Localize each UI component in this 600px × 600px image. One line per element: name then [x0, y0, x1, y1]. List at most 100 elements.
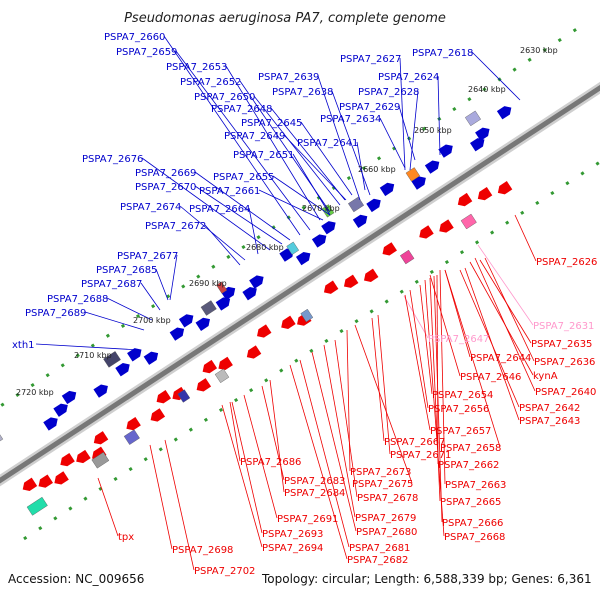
forward-gene-arrow[interactable]: [438, 144, 453, 158]
forward-gene-label[interactable]: PSPA7_2649: [224, 131, 285, 142]
reverse-gene-label[interactable]: PSPA7_2635: [531, 339, 592, 350]
feature-block[interactable]: [200, 300, 217, 316]
forward-gene-arrow[interactable]: [379, 182, 395, 197]
reverse-gene-label[interactable]: PSPA7_2663: [445, 480, 506, 491]
feature-block[interactable]: [300, 308, 314, 323]
forward-gene-arrow[interactable]: [475, 127, 490, 141]
reverse-gene-label[interactable]: PSPA7_2656: [428, 404, 489, 415]
reverse-gene-label[interactable]: PSPA7_2631: [533, 321, 594, 332]
forward-gene-label[interactable]: PSPA7_2629: [339, 102, 400, 113]
forward-gene-arrow[interactable]: [242, 287, 257, 301]
forward-gene-label[interactable]: PSPA7_2652: [180, 77, 241, 88]
forward-gene-arrow[interactable]: [61, 390, 77, 405]
feature-block[interactable]: [464, 110, 482, 127]
feature-block[interactable]: [91, 451, 110, 469]
reverse-gene-label[interactable]: PSPA7_2666: [442, 518, 503, 529]
feature-block[interactable]: [286, 241, 300, 255]
forward-gene-label[interactable]: PSPA7_2650: [194, 92, 255, 103]
reverse-gene-label[interactable]: PSPA7_2643: [519, 416, 580, 427]
forward-gene-arrow[interactable]: [352, 214, 368, 229]
reverse-gene-label[interactable]: PSPA7_2691: [277, 514, 338, 525]
reverse-gene-label[interactable]: kynA: [533, 371, 558, 382]
forward-gene-arrow[interactable]: [93, 384, 108, 398]
reverse-gene-arrow[interactable]: [363, 268, 379, 282]
forward-gene-label[interactable]: PSPA7_2669: [135, 168, 196, 179]
reverse-gene-arrow[interactable]: [457, 192, 473, 207]
reverse-gene-label[interactable]: PSPA7_2626: [536, 257, 597, 268]
reverse-gene-arrow[interactable]: [382, 242, 397, 256]
feature-block[interactable]: [399, 249, 415, 265]
reverse-gene-arrow[interactable]: [419, 225, 434, 239]
reverse-gene-label[interactable]: PSPA7_2640: [535, 387, 596, 398]
reverse-gene-label[interactable]: PSPA7_2644: [470, 353, 531, 364]
reverse-gene-arrow[interactable]: [281, 315, 296, 329]
forward-gene-label[interactable]: PSPA7_2688: [47, 294, 108, 305]
forward-gene-label[interactable]: PSPA7_2624: [378, 72, 439, 83]
reverse-gene-arrow[interactable]: [202, 359, 218, 374]
feature-block[interactable]: [216, 281, 228, 294]
reverse-gene-label[interactable]: PSPA7_2678: [357, 493, 418, 504]
forward-gene-arrow[interactable]: [424, 160, 440, 174]
reverse-gene-arrow[interactable]: [126, 416, 141, 431]
reverse-gene-arrow[interactable]: [196, 378, 212, 392]
reverse-gene-label[interactable]: PSPA7_2636: [534, 357, 595, 368]
reverse-gene-label[interactable]: PSPA7_2667: [384, 437, 445, 448]
forward-gene-label[interactable]: PSPA7_2664: [189, 204, 250, 215]
forward-gene-label[interactable]: PSPA7_2674: [120, 202, 181, 213]
reverse-gene-arrow[interactable]: [76, 449, 91, 464]
forward-gene-label[interactable]: PSPA7_2659: [116, 47, 177, 58]
feature-block[interactable]: [347, 196, 365, 213]
forward-gene-label[interactable]: PSPA7_2689: [25, 308, 86, 319]
reverse-gene-label[interactable]: PSPA7_2684: [284, 488, 345, 499]
forward-gene-label[interactable]: PSPA7_2651: [233, 150, 294, 161]
reverse-gene-arrow[interactable]: [93, 431, 109, 445]
reverse-gene-label[interactable]: PSPA7_2654: [432, 390, 493, 401]
forward-gene-label[interactable]: PSPA7_2645: [241, 118, 302, 129]
forward-gene-arrow[interactable]: [53, 403, 68, 417]
reverse-gene-label[interactable]: PSPA7_2642: [519, 403, 580, 414]
forward-gene-arrow[interactable]: [469, 138, 485, 152]
reverse-gene-label[interactable]: PSPA7_2665: [440, 497, 501, 508]
forward-gene-arrow[interactable]: [115, 363, 130, 377]
feature-block[interactable]: [0, 431, 4, 451]
forward-gene-label[interactable]: xth1: [12, 340, 35, 351]
reverse-gene-arrow[interactable]: [497, 181, 513, 195]
reverse-gene-label[interactable]: PSPA7_2647: [428, 334, 489, 345]
reverse-gene-label[interactable]: PSPA7_2668: [444, 532, 505, 543]
forward-gene-label[interactable]: PSPA7_2685: [96, 265, 157, 276]
forward-gene-label[interactable]: PSPA7_2687: [81, 279, 142, 290]
reverse-gene-label[interactable]: PSPA7_2658: [440, 443, 501, 454]
forward-gene-label[interactable]: PSPA7_2627: [340, 54, 401, 65]
reverse-gene-label[interactable]: PSPA7_2681: [349, 543, 410, 554]
forward-gene-label[interactable]: PSPA7_2648: [211, 104, 272, 115]
reverse-gene-label[interactable]: PSPA7_2686: [240, 457, 301, 468]
reverse-gene-arrow[interactable]: [156, 390, 172, 404]
feature-block[interactable]: [321, 204, 335, 218]
forward-gene-arrow[interactable]: [496, 106, 512, 120]
forward-gene-label[interactable]: PSPA7_2677: [117, 251, 178, 262]
reverse-gene-label[interactable]: PSPA7_2673: [350, 467, 411, 478]
reverse-gene-label[interactable]: PSPA7_2702: [194, 566, 255, 577]
forward-gene-arrow[interactable]: [366, 198, 381, 213]
forward-gene-arrow[interactable]: [195, 317, 210, 331]
forward-gene-label[interactable]: PSPA7_2670: [135, 182, 196, 193]
reverse-gene-arrow[interactable]: [343, 274, 359, 288]
forward-gene-arrow[interactable]: [311, 234, 327, 248]
reverse-gene-arrow[interactable]: [246, 345, 262, 359]
reverse-gene-label[interactable]: PSPA7_2671: [390, 450, 451, 461]
reverse-gene-arrow[interactable]: [22, 477, 38, 491]
forward-gene-arrow[interactable]: [178, 314, 194, 328]
reverse-gene-arrow[interactable]: [439, 219, 454, 233]
forward-gene-label[interactable]: PSPA7_2634: [320, 114, 381, 125]
reverse-gene-label[interactable]: PSPA7_2657: [430, 426, 491, 437]
forward-gene-label[interactable]: PSPA7_2618: [412, 48, 473, 59]
feature-block[interactable]: [214, 368, 230, 384]
reverse-gene-label[interactable]: PSPA7_2698: [172, 545, 233, 556]
forward-gene-arrow[interactable]: [127, 348, 142, 362]
forward-gene-arrow[interactable]: [143, 351, 159, 365]
forward-gene-arrow[interactable]: [411, 176, 426, 190]
reverse-gene-arrow[interactable]: [477, 186, 493, 201]
feature-block[interactable]: [103, 351, 121, 368]
reverse-gene-label[interactable]: tpx: [118, 532, 134, 543]
forward-gene-label[interactable]: PSPA7_2639: [258, 72, 319, 83]
